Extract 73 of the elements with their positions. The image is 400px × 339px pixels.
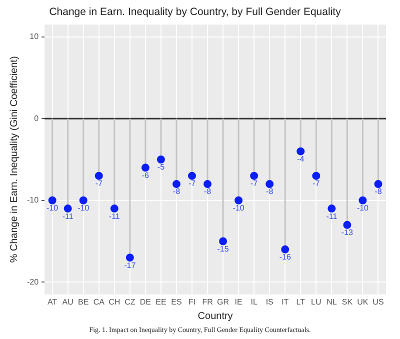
point xyxy=(48,196,56,204)
point xyxy=(188,172,196,180)
y-tick-label: -20 xyxy=(27,277,40,286)
x-tick-label: NL xyxy=(326,297,338,306)
point xyxy=(64,204,72,213)
data-label: -8 xyxy=(172,187,181,196)
point xyxy=(172,180,180,188)
x-tick-label: BE xyxy=(78,297,89,306)
data-label: -8 xyxy=(374,187,382,196)
x-tick-label: CA xyxy=(93,297,106,306)
point xyxy=(234,196,243,204)
y-tick-label: -10 xyxy=(27,196,40,205)
point xyxy=(204,180,212,188)
data-label: -11 xyxy=(108,212,120,221)
x-tick-label: DE xyxy=(140,297,152,306)
point xyxy=(312,172,320,180)
data-label: -4 xyxy=(297,154,305,164)
x-tick-label: IT xyxy=(282,297,289,306)
point xyxy=(374,180,382,188)
point xyxy=(296,147,305,156)
x-tick-label: IL xyxy=(250,297,258,306)
x-tick-label: AT xyxy=(48,297,58,306)
x-tick-label: LT xyxy=(296,297,306,306)
x-tick-label: CH xyxy=(108,297,120,306)
point xyxy=(126,254,134,262)
point xyxy=(219,237,228,246)
point xyxy=(358,196,367,204)
x-tick-label: IE xyxy=(234,297,242,306)
data-label: -8 xyxy=(204,187,212,196)
x-tick-label: FR xyxy=(202,297,214,306)
x-tick-label: CZ xyxy=(124,297,136,306)
data-label: -10 xyxy=(356,204,370,213)
data-label: -10 xyxy=(78,204,90,213)
x-axis-title: Country xyxy=(198,310,233,322)
x-tick-label: US xyxy=(372,297,384,306)
data-label: -5 xyxy=(157,162,166,172)
x-tick-label: EE xyxy=(156,297,166,306)
point xyxy=(328,204,336,213)
data-label: -17 xyxy=(124,260,136,270)
point xyxy=(281,245,290,254)
x-tick-label: AU xyxy=(62,297,74,306)
x-tick-label: ES xyxy=(171,297,182,306)
y-tick-label: 10 xyxy=(30,32,40,42)
data-label: -7 xyxy=(312,179,320,188)
x-tick-label: SK xyxy=(342,297,354,306)
data-label: -7 xyxy=(250,179,258,188)
data-label: -11 xyxy=(62,212,74,221)
data-label: -16 xyxy=(279,252,292,262)
y-tick-label: 0 xyxy=(34,114,40,123)
point xyxy=(94,172,103,180)
x-tick-label: UK xyxy=(357,297,369,306)
data-label: -13 xyxy=(341,228,354,238)
x-tick-label: FI xyxy=(188,297,196,306)
point xyxy=(110,204,118,213)
data-label: -11 xyxy=(326,212,338,221)
point xyxy=(250,172,258,180)
chart-title: Change in Earn. Inequality by Country, by Full Gender Equality xyxy=(49,6,342,18)
point xyxy=(141,164,150,172)
data-label: -8 xyxy=(266,187,274,196)
y-axis-title: % Change in Earn. Inequality (Gini Coefficient) xyxy=(8,56,20,263)
point xyxy=(343,220,352,229)
data-label: -7 xyxy=(188,179,196,188)
point xyxy=(79,196,88,204)
x-tick-label: GR xyxy=(217,297,230,306)
data-label: -15 xyxy=(217,244,230,254)
x-tick-label: LU xyxy=(311,297,322,306)
data-label: -10 xyxy=(232,204,245,213)
point xyxy=(266,180,274,188)
point xyxy=(156,156,165,164)
x-tick-label: IS xyxy=(266,297,274,306)
data-label: -10 xyxy=(46,204,59,213)
data-label: -6 xyxy=(142,170,150,180)
data-label: -7 xyxy=(95,179,103,188)
